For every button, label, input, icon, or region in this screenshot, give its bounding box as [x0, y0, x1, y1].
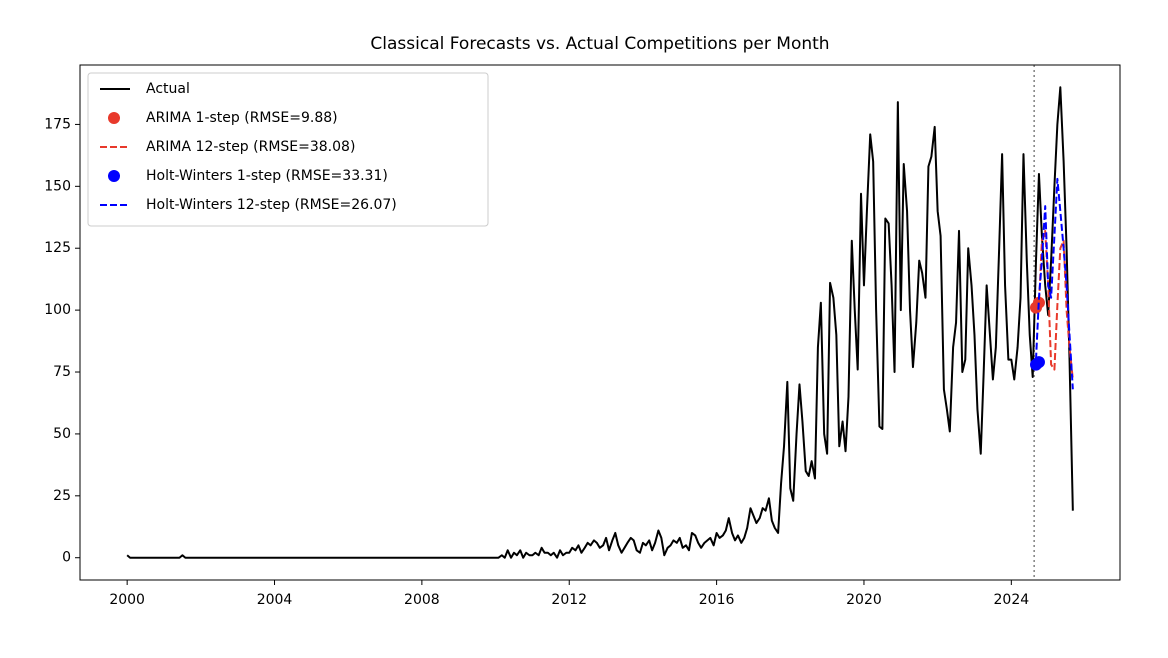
- point: [1032, 356, 1045, 369]
- legend-box: [87, 72, 489, 227]
- legend-marker: [108, 112, 120, 124]
- x-tick-label: 2020: [846, 592, 882, 608]
- chart-title: Classical Forecasts vs. Actual Competiti…: [370, 34, 829, 54]
- x-tick-label: 2008: [404, 592, 440, 608]
- legend-label: ARIMA 12-step (RMSE=38.08): [146, 139, 355, 155]
- legend-label: ARIMA 1-step (RMSE=9.88): [146, 110, 338, 126]
- y-tick-label: 125: [44, 240, 71, 256]
- x-tick-label: 2016: [699, 592, 735, 608]
- series-line: [1035, 229, 1074, 380]
- series-line: [1035, 177, 1074, 390]
- x-tick-label: 2012: [551, 592, 587, 608]
- y-tick-label: 75: [53, 364, 71, 380]
- legend-marker: [108, 170, 120, 182]
- legend-label: Holt-Winters 12-step (RMSE=26.07): [146, 197, 397, 213]
- x-tick-label: 2000: [109, 592, 145, 608]
- point: [1032, 296, 1045, 309]
- y-tick-label: 0: [62, 550, 71, 566]
- legend-label: Actual: [146, 81, 190, 97]
- y-tick-label: 150: [44, 178, 71, 194]
- y-tick-label: 100: [44, 302, 71, 318]
- y-tick-label: 25: [53, 488, 71, 504]
- plot-frame: [79, 64, 1121, 581]
- x-tick-label: 2024: [994, 592, 1030, 608]
- x-tick-label: 2004: [257, 592, 293, 608]
- plot-area: [126, 86, 1074, 559]
- y-tick-label: 175: [44, 116, 71, 132]
- y-tick-label: 50: [53, 426, 71, 442]
- series-line: [126, 86, 1074, 559]
- legend-label: Holt-Winters 1-step (RMSE=33.31): [146, 168, 388, 184]
